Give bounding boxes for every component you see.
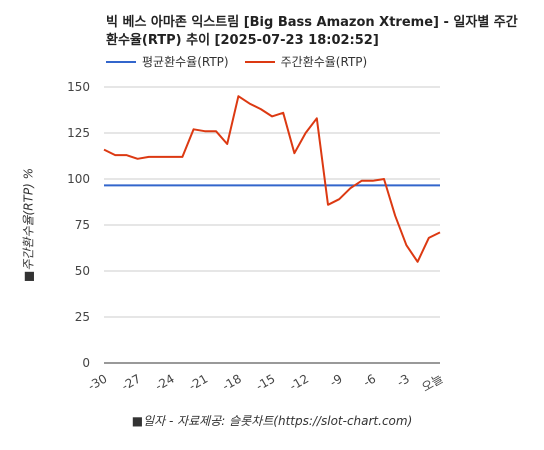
x-tick-label: -9 <box>327 371 344 389</box>
x-tick-label: -21 <box>186 371 210 393</box>
y-tick-label: 150 <box>67 80 90 94</box>
x-axis-label: ■일자 - 자료제공: 슬롯차트(https://slot-chart.com) <box>131 414 413 428</box>
x-tick-label: -30 <box>86 371 110 393</box>
y-tick-label: 25 <box>75 310 90 324</box>
x-tick-label: -18 <box>220 371 244 393</box>
y-tick-label: 75 <box>75 218 90 232</box>
y-tick-label: 125 <box>67 126 90 140</box>
legend-swatch-weekly <box>244 60 275 63</box>
legend-item-weekly[interactable]: 주간환수율(RTP) <box>244 53 368 70</box>
y-tick-label: 0 <box>82 356 90 370</box>
x-tick-label: -12 <box>287 371 311 393</box>
series-lines <box>103 95 441 263</box>
legend-item-average[interactable]: 평균환수율(RTP) <box>106 53 229 70</box>
x-tick-label: -27 <box>119 371 143 393</box>
y-tick-label: 50 <box>75 264 90 278</box>
x-tick-label: -24 <box>153 371 177 393</box>
x-axis-ticks: -30 -27 -24 -21 -18 -15 -12 -9 -6 -3 오늘 <box>86 371 446 394</box>
y-axis-ticks: 0 25 50 75 100 125 150 <box>67 80 90 370</box>
x-tick-label: -6 <box>361 371 378 389</box>
legend: 평균환수율(RTP) 주간환수율(RTP) <box>106 53 367 70</box>
grid <box>104 86 440 364</box>
legend-swatch-average <box>106 60 136 63</box>
legend-label-weekly: 주간환수율(RTP) <box>280 55 368 69</box>
legend-label-average: 평균환수율(RTP) <box>142 55 229 69</box>
series-line-weekly[interactable] <box>103 95 441 263</box>
x-tick-label: -3 <box>395 371 412 389</box>
x-tick-label: -15 <box>254 371 278 393</box>
chart-title: 빅 베스 아마존 익스트림 [Big Bass Amazon Xtreme] -… <box>106 15 518 48</box>
y-tick-label: 100 <box>67 172 90 186</box>
x-tick-label: 오늘 <box>419 371 445 394</box>
